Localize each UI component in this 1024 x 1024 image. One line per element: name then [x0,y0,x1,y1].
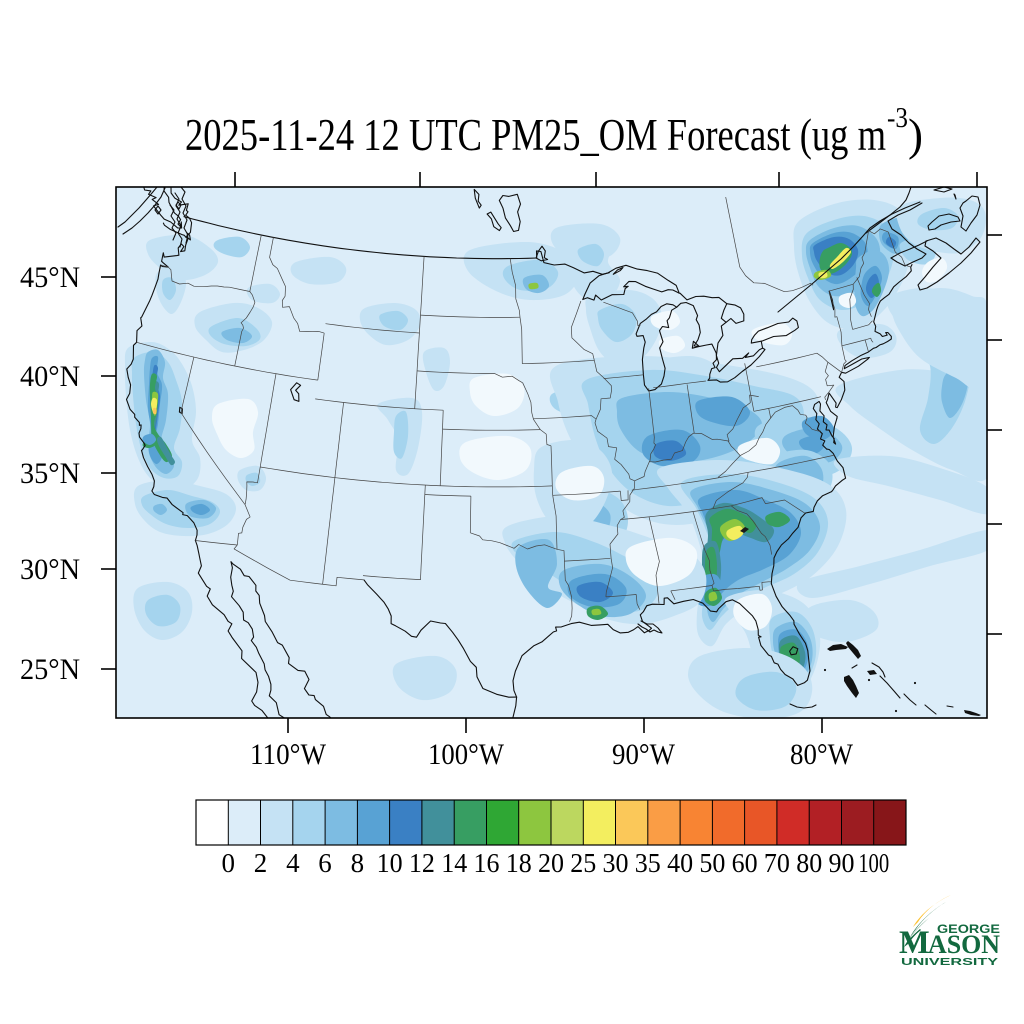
svg-text:35°N: 35°N [20,457,80,490]
svg-text:80°W: 80°W [790,738,854,771]
svg-text:8: 8 [351,848,365,878]
svg-text:40: 40 [667,848,693,878]
svg-text:4: 4 [286,848,300,878]
svg-text:30°N: 30°N [20,553,80,586]
svg-text:30: 30 [603,848,629,878]
svg-text:UNIVERSITY: UNIVERSITY [901,956,998,968]
svg-text:ASON: ASON [928,929,1000,959]
svg-text:14: 14 [441,848,467,878]
svg-text:35: 35 [635,848,661,878]
svg-text:-3: -3 [887,102,908,134]
svg-text:12: 12 [409,848,435,878]
svg-text:20: 20 [538,848,564,878]
svg-text:90: 90 [829,848,855,878]
svg-text:): ) [908,110,923,160]
svg-text:50: 50 [699,848,725,878]
svg-text:70: 70 [764,848,790,878]
svg-text:110°W: 110°W [250,738,327,771]
svg-text:25: 25 [570,848,596,878]
svg-text:2025-11-24 12 UTC PM25_OM Fore: 2025-11-24 12 UTC PM25_OM Forecast (ug m [185,110,886,160]
svg-text:2: 2 [254,848,267,878]
svg-text:100: 100 [858,848,889,878]
svg-text:GEORGE: GEORGE [937,922,1000,936]
svg-text:25°N: 25°N [20,653,80,686]
svg-text:6: 6 [318,848,332,878]
svg-text:80: 80 [796,848,822,878]
svg-text:10: 10 [377,848,403,878]
svg-text:90°W: 90°W [612,738,676,771]
svg-text:45°N: 45°N [20,261,80,294]
svg-text:16: 16 [474,848,500,878]
svg-text:40°N: 40°N [20,360,80,393]
svg-text:100°W: 100°W [428,738,505,771]
svg-text:18: 18 [506,848,532,878]
svg-text:0: 0 [222,848,236,878]
svg-text:60: 60 [732,848,758,878]
svg-text:M: M [899,925,930,961]
